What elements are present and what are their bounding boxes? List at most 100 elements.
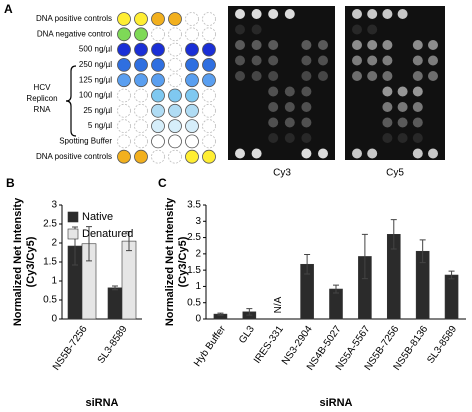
- array-spot: [301, 133, 312, 143]
- array-spot: [382, 40, 393, 50]
- spot-key: [168, 27, 182, 42]
- y-tick-label: 0.5: [187, 297, 201, 308]
- array-spot: [382, 86, 393, 97]
- y-tick-label: 0: [51, 314, 57, 325]
- group-label: Replicon: [26, 94, 57, 103]
- bar: [329, 288, 343, 320]
- array-spot: [301, 117, 312, 128]
- error-bar: [333, 284, 339, 294]
- y-tick-label: 3.5: [187, 200, 201, 211]
- x-axis-label: siRNA: [85, 397, 118, 409]
- spot-key: [185, 12, 199, 26]
- array-spot: [428, 71, 438, 81]
- row-label: 5 ng/µl: [88, 121, 112, 130]
- spot-key: [202, 12, 216, 26]
- row-label: 100 ng/µl: [79, 91, 112, 100]
- spot-key: [185, 103, 199, 118]
- array-spot: [268, 9, 279, 19]
- spot-key: [117, 88, 131, 103]
- spot-key: [168, 134, 182, 149]
- array-spot: [251, 24, 262, 35]
- legend-label: Native: [82, 211, 113, 223]
- array-spot: [428, 55, 438, 66]
- array-spot: [251, 148, 262, 159]
- array-spot: [352, 148, 362, 159]
- spot-key: [151, 103, 165, 118]
- array-spot: [268, 102, 279, 112]
- array-spot: [268, 117, 279, 128]
- spot-key: [134, 58, 148, 72]
- x-tick-label: Hyb Buffer: [192, 323, 228, 368]
- array-spot: [251, 9, 262, 19]
- spot-key: [202, 27, 216, 42]
- spot-key: [202, 42, 216, 57]
- array-spot: [352, 71, 362, 81]
- y-tick-label: 1.5: [43, 257, 57, 268]
- array-spot: [235, 24, 245, 35]
- spot-key: [168, 103, 182, 118]
- spot-key: [117, 27, 131, 42]
- bar: [444, 274, 459, 320]
- array-spot: [382, 71, 393, 81]
- panel-label: A: [4, 2, 13, 16]
- spot-key: [134, 12, 148, 26]
- spot-key: [185, 27, 199, 42]
- row-label: 250 ng/µl: [79, 60, 112, 69]
- spot-key: [185, 42, 199, 57]
- spot-key: [202, 119, 216, 133]
- array-image: [228, 6, 335, 160]
- error-bar: [419, 239, 426, 264]
- bar: [107, 287, 123, 320]
- array-spot: [367, 71, 378, 81]
- array-spot: [318, 55, 328, 66]
- error-bar: [86, 226, 92, 262]
- brace: [65, 65, 77, 137]
- array-spot: [235, 71, 245, 81]
- array-spot: [382, 55, 393, 66]
- spot-key: [151, 73, 165, 88]
- spot-key: [134, 149, 148, 164]
- spot-key: [151, 119, 165, 133]
- array-spot: [412, 86, 423, 97]
- legend-swatch: [67, 228, 79, 240]
- image-label: Cy3: [273, 168, 291, 179]
- spot-key: [134, 119, 148, 133]
- spot-key: [151, 27, 165, 42]
- array-spot: [352, 40, 362, 50]
- y-tick-label: 1: [195, 281, 201, 292]
- y-axis-label: (Cy3/Cy5): [25, 236, 37, 287]
- y-tick-label: 2: [195, 248, 201, 259]
- array-spot: [412, 55, 423, 66]
- spot-key: [168, 12, 182, 26]
- array-spot: [284, 102, 295, 112]
- error-bar: [217, 312, 224, 316]
- spot-key: [168, 58, 182, 72]
- array-spot: [412, 71, 423, 81]
- spot-key: [151, 149, 165, 164]
- array-spot: [412, 148, 423, 159]
- spot-key: [117, 119, 131, 133]
- row-label: 25 ng/µl: [83, 106, 112, 115]
- spot-key: [168, 149, 182, 164]
- array-spot: [301, 55, 312, 66]
- error-bar: [246, 308, 253, 316]
- array-spot: [284, 133, 295, 143]
- group-label: RNA: [34, 105, 52, 114]
- y-tick-label: 2: [51, 238, 57, 249]
- row-label: 125 ng/µl: [79, 75, 112, 84]
- array-image: [345, 6, 445, 160]
- row-label: Spotting Buffer: [59, 137, 112, 146]
- spot-key: [117, 58, 131, 72]
- x-tick-label: NS5B-7256: [51, 324, 90, 373]
- error-bar: [390, 219, 397, 250]
- array-spot: [412, 102, 423, 112]
- array-spot: [382, 9, 393, 19]
- spot-key: [185, 58, 199, 72]
- array-spot: [352, 55, 362, 66]
- error-bar: [112, 285, 118, 291]
- spot-key: [134, 42, 148, 57]
- array-spot: [367, 40, 378, 50]
- array-spot: [382, 133, 393, 143]
